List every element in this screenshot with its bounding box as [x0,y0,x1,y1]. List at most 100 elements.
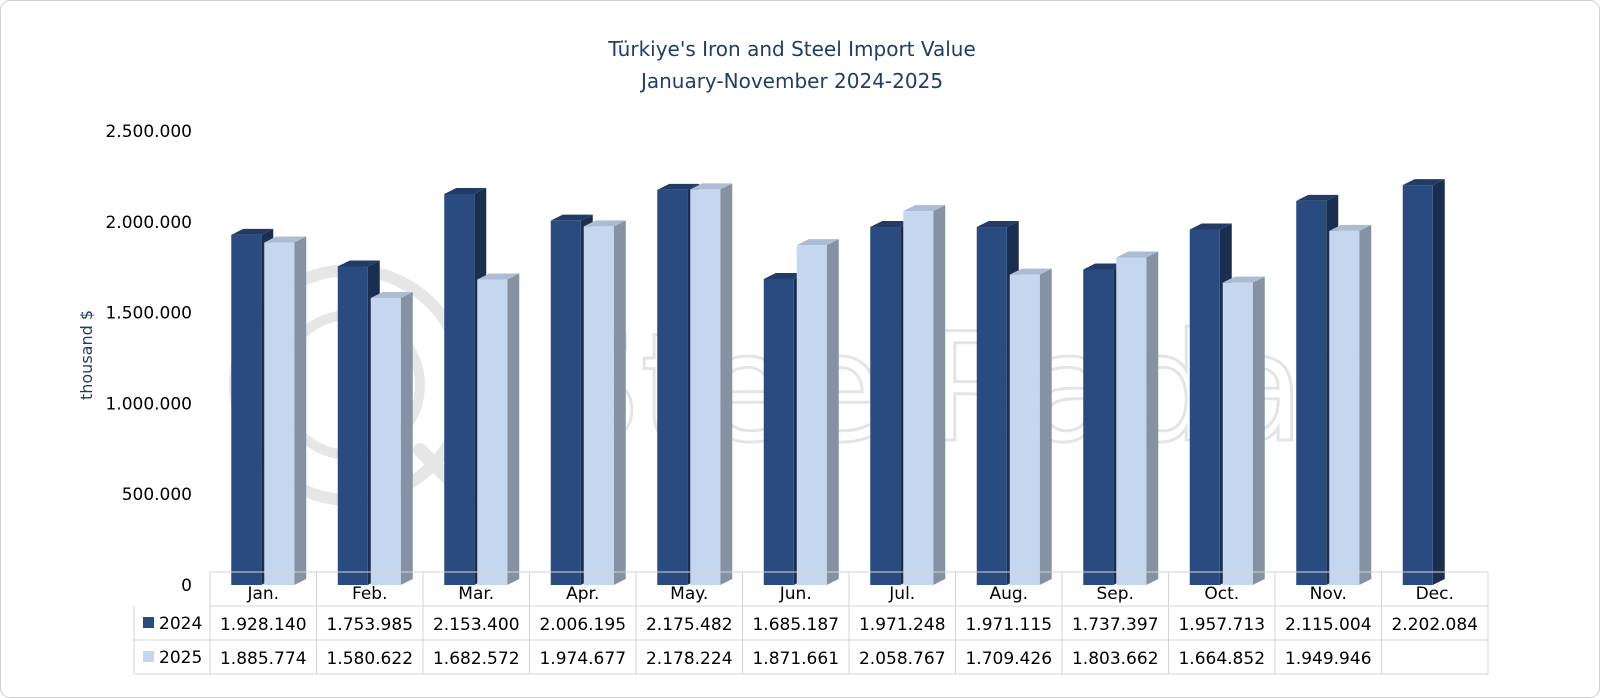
legend-label: 2024 [159,614,202,634]
bar-2025-9 [1116,251,1159,585]
table-cell-value: 1.737.397 [1072,615,1159,635]
bar-2025-8 [1009,268,1052,585]
bars [231,179,1445,586]
bar-front [1189,229,1220,586]
bar-top [1083,263,1126,270]
category-label: May. [670,584,708,604]
bar-top [1009,268,1052,275]
bar-side [933,205,946,585]
bar-top [550,214,593,221]
legend-label: 2025 [159,648,202,668]
y-tick-label: 0 [181,576,192,596]
bar-front [1009,274,1040,585]
category-label: Jan. [246,584,279,604]
bar-front [657,189,688,585]
bar-top [657,183,700,190]
table-cell-value: 2.006.195 [539,615,626,635]
category-label: Nov. [1310,584,1347,604]
bar-2025-5 [690,183,733,586]
bar-2025-1 [264,236,307,585]
bar-side [400,291,413,585]
bar-2025-6 [796,239,839,585]
bar-side [1252,276,1265,585]
y-tick-label: 500.000 [122,485,192,505]
table-cell-value: 1.971.115 [965,615,1052,635]
y-tick-label: 1.500.000 [105,304,192,324]
bar-front [550,220,581,585]
bar-front [1402,185,1433,585]
data-table: Jan. Feb. Mar. Apr. May. Jun. Jul. Aug. Sep. Oct.… [133,571,1489,675]
bar-front [1083,269,1114,585]
bar-front [370,297,401,585]
bar-top [1116,251,1159,258]
bar-side [826,239,839,585]
table-cell-value: 1.685.187 [752,615,839,635]
table-cell-value: 1.664.852 [1178,649,1265,669]
category-label: Feb. [352,584,388,604]
bar-2024-12 [1402,179,1445,585]
table-cell-value: 1.803.662 [1072,649,1159,669]
category-label: Oct. [1204,584,1239,604]
bar-side [1039,268,1052,585]
bar-front [477,279,508,585]
chart-title: Türkiye's Iron and Steel Import Value [607,37,976,61]
table-cell-value: 1.957.713 [1178,615,1265,635]
legend-swatch [143,617,154,628]
chart-subtitle: January-November 2024-2025 [639,69,943,93]
bar-top [1329,224,1372,231]
bar-side [720,183,733,586]
bar-2025-3 [477,273,520,585]
category-label: Jul. [888,584,915,604]
bar-side [294,236,307,585]
bar-top [870,221,913,228]
bar-front [976,227,1007,585]
table-cell-value: 1.971.248 [859,615,946,635]
bar-front [583,226,614,585]
bar-side [507,273,520,585]
y-tick-label: 2.500.000 [105,122,192,142]
bar-2025-10 [1222,276,1265,585]
bar-top [1189,223,1232,230]
bar-side [613,220,626,585]
bar-front [1222,282,1253,585]
bar-side [1432,179,1445,585]
bar-top [763,272,806,279]
bar-side [1146,251,1159,585]
bar-top [231,228,274,235]
bar-top [477,273,520,280]
table-cell-value: 1.871.661 [752,649,839,669]
category-label: Aug. [989,584,1028,604]
bar-top [976,221,1019,228]
bar-front [1116,257,1147,585]
bar-2025-7 [903,205,946,585]
bar-top [796,239,839,246]
bar-front [870,227,901,585]
table-cell-value: 1.709.426 [965,649,1052,669]
table-cell-value: 1.885.774 [220,649,307,669]
bar-top [583,220,626,227]
category-label: Sep. [1097,584,1134,604]
bar-2025-4 [583,220,626,585]
category-label: Apr. [566,584,599,604]
table-cell-value: 2.115.004 [1285,615,1372,635]
bar-top [1222,276,1265,283]
bar-front [796,245,827,585]
table-cell-value: 2.058.767 [859,649,946,669]
table-cell-value: 1.949.946 [1285,649,1372,669]
category-label: Jun. [779,584,812,604]
bar-top [370,291,413,298]
bar-front [690,189,721,586]
bar-2025-11 [1329,224,1372,585]
bar-top [903,205,946,212]
bar-front [903,211,934,585]
category-label: Dec. [1416,584,1454,604]
y-tick-label: 2.000.000 [105,213,192,233]
bar-front [1296,200,1327,585]
bar-top [690,183,733,190]
bar-top [1296,194,1339,201]
bar-front [231,234,262,585]
table-cell-value: 2.175.482 [646,615,733,635]
bar-front [763,278,794,585]
bar-front [264,242,295,585]
